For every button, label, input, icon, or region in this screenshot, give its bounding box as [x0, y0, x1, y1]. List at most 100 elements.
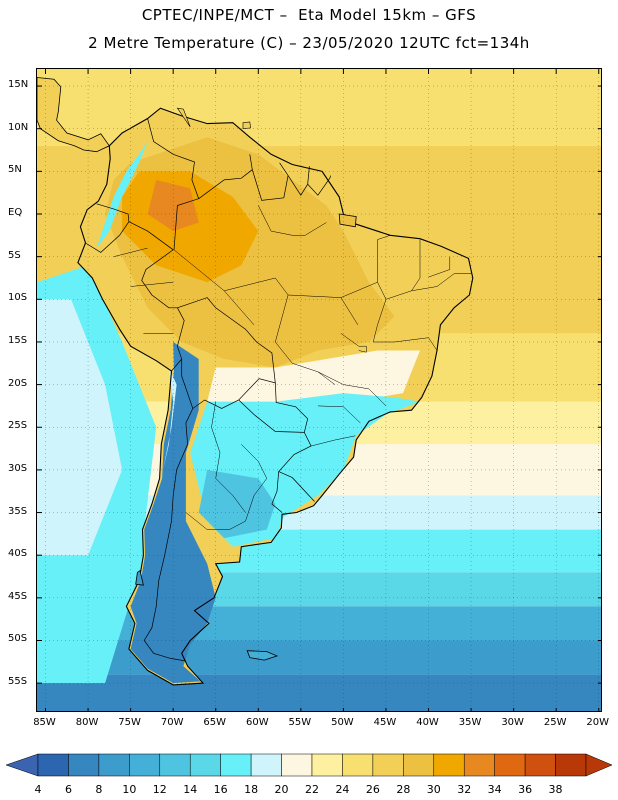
latitude-label: 35S — [8, 505, 28, 517]
longitude-label: 80W — [75, 717, 99, 728]
country-border — [307, 175, 331, 196]
latitude-label: 20S — [8, 377, 28, 389]
colorbar-level-label: 34 — [487, 783, 502, 796]
chiloe-island — [135, 569, 144, 586]
colorbar-level-label: 30 — [426, 783, 441, 796]
colorbar-level-label: 26 — [365, 783, 380, 796]
state-border — [317, 405, 361, 424]
curacao-island — [176, 107, 191, 128]
latitude-label: 10S — [8, 292, 28, 304]
state-border — [185, 444, 268, 530]
latitude-label: 15S — [8, 334, 28, 346]
colorbar-level-label: 36 — [518, 783, 533, 796]
ocean-band — [37, 299, 123, 556]
colorbar-under-arrow — [5, 753, 39, 777]
colorbar-level-label: 16 — [213, 783, 228, 796]
latitude-label: 10N — [8, 121, 29, 133]
colorbar-swatch — [433, 753, 465, 777]
colorbar-level-label: 4 — [34, 783, 42, 796]
longitude-label: 50W — [331, 717, 354, 728]
colorbar-swatch — [189, 753, 221, 777]
latitude-label: 40S — [8, 548, 28, 560]
chart-subtitle: 2 Metre Temperature (C) – 23/05/2020 12U… — [88, 34, 530, 52]
country-border — [128, 221, 178, 309]
longitude-label: 25W — [543, 717, 567, 728]
latitude-label: 5S — [8, 249, 21, 261]
state-border — [258, 205, 327, 236]
country-border — [143, 408, 194, 662]
land-zone-cold — [198, 469, 276, 539]
colorbar-level-label: 10 — [122, 783, 137, 796]
colorbar-swatch — [311, 753, 343, 777]
state-border — [411, 273, 472, 292]
colorbar-level-label: 38 — [548, 783, 563, 796]
state-border — [385, 239, 421, 300]
latitude-label: 30S — [8, 462, 28, 474]
country-border — [278, 471, 315, 502]
longitude-label: 35W — [458, 717, 482, 728]
colorbar-over-arrow — [585, 753, 613, 777]
longitude-label: 55W — [288, 717, 312, 728]
colorbar-swatch — [524, 753, 556, 777]
latitude-label: 45S — [8, 590, 28, 602]
colorbar-level-label: 8 — [95, 783, 103, 796]
colorbar-swatch — [342, 753, 374, 777]
colorbar-swatch — [494, 753, 526, 777]
latitude-label: 50S — [8, 633, 28, 645]
central-america — [37, 77, 110, 153]
country-border — [85, 203, 130, 253]
falkland-islands — [246, 650, 279, 661]
state-border — [211, 401, 246, 513]
state-border — [317, 371, 387, 407]
colorbar-swatch — [555, 753, 587, 777]
colorbar-swatch — [372, 753, 404, 777]
state-border — [311, 435, 356, 447]
latitude-label: 25S — [8, 420, 28, 432]
state-border — [340, 333, 367, 353]
land-zone-mild — [207, 350, 420, 402]
country-border — [177, 297, 276, 410]
ocean-band — [37, 674, 601, 711]
colorbar-swatch — [68, 753, 100, 777]
longitude-label: 40W — [416, 717, 439, 728]
colorbar-swatch — [159, 753, 191, 777]
latitude-label: 55S — [8, 676, 28, 688]
map-panel — [36, 68, 602, 712]
temperature-map — [37, 69, 601, 711]
colorbar-swatch — [463, 753, 495, 777]
colorbar-level-label: 6 — [64, 783, 72, 796]
state-border — [428, 256, 451, 278]
ocean-band — [37, 640, 601, 675]
colorbar-swatch — [220, 753, 252, 777]
marajo-island — [338, 213, 357, 228]
country-border — [171, 307, 185, 372]
latitude-label: 5N — [8, 164, 22, 176]
longitude-label: 60W — [245, 717, 269, 728]
country-border — [238, 382, 309, 433]
country-border — [198, 154, 253, 199]
latitude-label: EQ — [8, 207, 23, 218]
country-border — [287, 166, 310, 196]
longitude-label: 45W — [373, 717, 397, 728]
state-border — [340, 235, 391, 298]
colorbar-swatch — [403, 753, 435, 777]
colorbar-level-label: 24 — [335, 783, 350, 796]
longitude-label: 70W — [160, 717, 184, 728]
colorbar-swatch — [37, 753, 69, 777]
colorbar-level-label: 12 — [152, 783, 167, 796]
longitude-label: 85W — [33, 717, 56, 728]
colorbar-level-label: 28 — [396, 783, 411, 796]
colorbar-level-label: 20 — [274, 783, 289, 796]
chart-title: CPTEC/INPE/MCT – Eta Model 15km – GFS — [141, 6, 477, 24]
longitude-label: 30W — [501, 717, 524, 728]
state-border — [130, 281, 174, 287]
colorbar — [5, 753, 613, 777]
latitude-label: 15N — [8, 79, 29, 91]
trinidad-island — [242, 121, 251, 130]
colorbar-swatch — [129, 753, 161, 777]
state-border — [113, 247, 148, 257]
land-zone-andes-north — [96, 141, 148, 249]
country-border — [147, 118, 200, 250]
colorbar-swatch — [250, 753, 282, 777]
colorbar-level-label: 18 — [244, 783, 259, 796]
